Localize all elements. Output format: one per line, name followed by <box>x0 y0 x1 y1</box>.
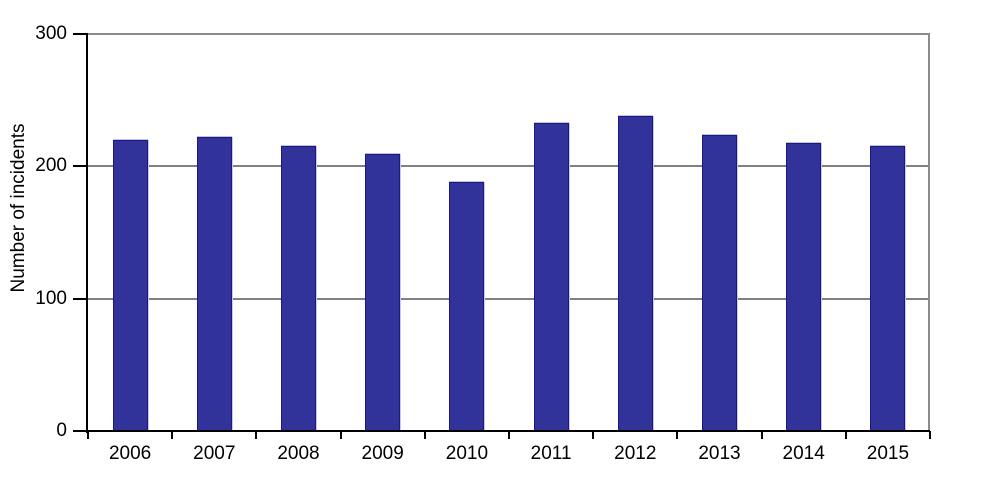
y-tick-100 <box>73 297 88 300</box>
x-tick-7 <box>676 431 679 439</box>
x-tick-3 <box>339 431 342 439</box>
x-tick-1 <box>171 431 174 439</box>
y-tick-label-200: 200 <box>35 155 67 177</box>
bar-2015 <box>870 146 906 431</box>
x-tick-label-2011: 2011 <box>530 443 572 464</box>
x-tick-label-2010: 2010 <box>445 443 489 464</box>
x-tick-8 <box>760 431 763 439</box>
x-tick-label-2009: 2009 <box>361 443 404 464</box>
y-tick-300 <box>73 33 88 35</box>
bar-2013 <box>702 134 737 431</box>
x-tick-0 <box>87 431 89 439</box>
x-axis-line <box>86 430 930 432</box>
x-tick-label-2015: 2015 <box>866 443 910 464</box>
x-tick-label-2008: 2008 <box>277 443 320 464</box>
x-tick-4 <box>423 431 426 439</box>
bar-2014 <box>786 142 822 431</box>
bar-2008 <box>281 146 316 431</box>
gridline-200 <box>88 165 930 168</box>
y-tick-label-0: 0 <box>56 420 67 441</box>
bar-2011 <box>533 122 569 431</box>
x-tick-5 <box>508 431 510 439</box>
x-tick-label-2013: 2013 <box>698 443 741 464</box>
y-tick-0 <box>73 430 88 432</box>
y-tick-label-300: 300 <box>35 23 67 44</box>
bar-2007 <box>196 137 232 431</box>
y-axis-line <box>86 34 88 433</box>
x-tick-2 <box>255 431 258 439</box>
x-tick-9 <box>844 431 847 439</box>
y-tick-200 <box>73 165 88 168</box>
bar-2010 <box>449 182 485 431</box>
x-tick-label-2012: 2012 <box>614 443 657 464</box>
x-tick-6 <box>592 431 595 439</box>
x-tick-10 <box>929 431 931 439</box>
y-axis-title: Number of incidents <box>8 123 29 293</box>
x-tick-label-2007: 2007 <box>193 443 236 464</box>
x-tick-label-2006: 2006 <box>108 443 152 464</box>
bar-2009 <box>365 154 401 431</box>
gridline-100 <box>88 297 930 300</box>
x-tick-label-2014: 2014 <box>782 443 825 464</box>
y-tick-label-100: 100 <box>35 287 67 309</box>
bar-2012 <box>617 116 653 431</box>
bar-2006 <box>112 139 148 431</box>
plot-right-border <box>928 34 930 431</box>
gridline-300 <box>88 33 930 35</box>
